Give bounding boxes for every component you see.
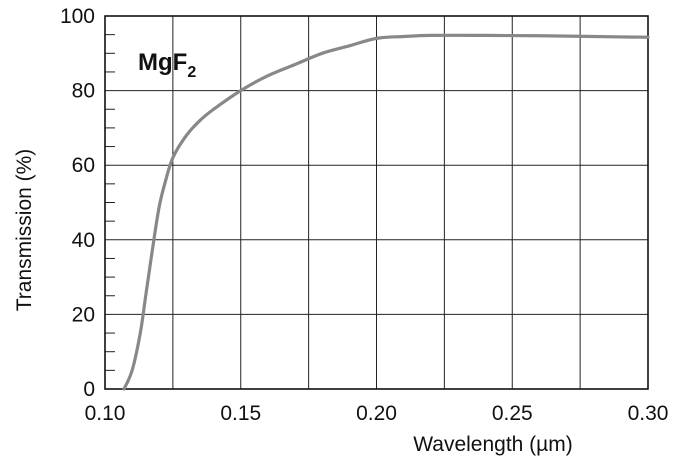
x-tick-label: 0.25	[492, 402, 533, 425]
plot-area-frame	[104, 15, 649, 390]
grid	[105, 16, 648, 389]
annotation-text: MgF	[138, 49, 187, 76]
x-tick-label: 0.15	[220, 402, 261, 425]
series-line-transmission	[122, 33, 650, 391]
material-annotation: MgF2	[138, 49, 196, 81]
y-axis-label: Transmission (%)	[13, 149, 36, 312]
x-tick-label: 0.10	[85, 402, 126, 425]
x-tick-label: 0.30	[628, 402, 669, 425]
annotation-subscript: 2	[187, 64, 196, 81]
minor-ticks	[105, 34, 115, 371]
y-tick-label: 20	[72, 303, 95, 326]
y-tick-label: 100	[60, 5, 95, 28]
y-axis-ticks: 0 20 40 60 80 100	[60, 5, 95, 401]
y-tick-label: 60	[72, 154, 95, 177]
series-layer	[122, 33, 650, 391]
x-axis-ticks: 0.10 0.15 0.20 0.25 0.30	[85, 402, 669, 425]
x-axis-label: Wavelength (µm)	[413, 433, 573, 456]
y-tick-label: 40	[72, 229, 95, 252]
y-tick-label: 80	[72, 80, 95, 103]
x-tick-label: 0.20	[356, 402, 397, 425]
y-tick-label: 0	[83, 378, 95, 401]
